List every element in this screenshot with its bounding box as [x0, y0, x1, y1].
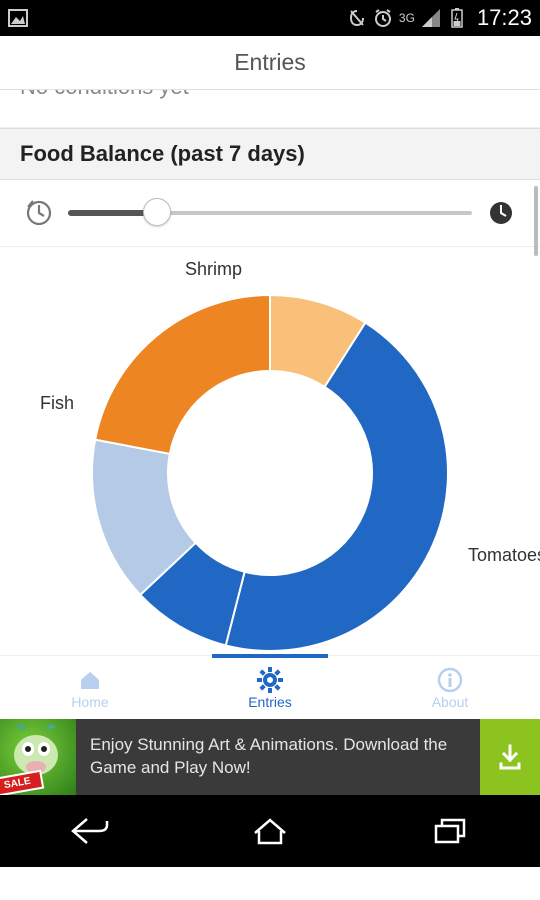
- food-balance-chart: Shrimp Fish Tomatoes: [0, 247, 540, 655]
- nav-label: About: [432, 694, 469, 710]
- battery-icon: [447, 8, 467, 28]
- clock-past-icon: [24, 198, 54, 228]
- scroll-indicator: [534, 186, 538, 256]
- conditions-empty-text: No conditions yet: [0, 90, 540, 128]
- picture-icon: [8, 8, 28, 28]
- gear-icon: [256, 666, 284, 694]
- android-recent-button[interactable]: [420, 811, 480, 851]
- nav-label: Entries: [248, 694, 292, 710]
- chart-label-tomatoes: Tomatoes: [468, 545, 540, 566]
- android-status-bar: 3G 17:23: [0, 0, 540, 36]
- android-home-button[interactable]: [240, 811, 300, 851]
- android-nav-bar: [0, 795, 540, 867]
- android-back-button[interactable]: [60, 811, 120, 851]
- chart-label-shrimp: Shrimp: [185, 259, 242, 280]
- network-label: 3G: [399, 12, 415, 24]
- alarm-icon: [373, 8, 393, 28]
- app-header: Entries: [0, 36, 540, 90]
- ad-text: Enjoy Stunning Art & Animations. Downloa…: [76, 734, 480, 780]
- section-food-balance-header: Food Balance (past 7 days): [0, 128, 540, 180]
- ad-banner[interactable]: SALE Enjoy Stunning Art & Animations. Do…: [0, 719, 540, 795]
- home-icon: [76, 666, 104, 694]
- clock-text: 17:23: [477, 5, 532, 31]
- page-title: Entries: [234, 49, 306, 76]
- ad-download-button[interactable]: [480, 719, 540, 795]
- vibrate-icon: [347, 8, 367, 28]
- clock-recent-icon: [486, 198, 516, 228]
- nav-home[interactable]: Home: [0, 656, 180, 719]
- nav-label: Home: [71, 694, 108, 710]
- bottom-nav: Home Entries About: [0, 655, 540, 719]
- time-range-slider[interactable]: [68, 210, 472, 216]
- signal-icon: [421, 8, 441, 28]
- info-icon: [436, 666, 464, 694]
- ad-image: SALE: [0, 719, 76, 795]
- chart-label-fish: Fish: [40, 393, 74, 414]
- time-range-slider-row: [0, 180, 540, 247]
- nav-entries[interactable]: Entries: [180, 656, 360, 719]
- nav-about[interactable]: About: [360, 656, 540, 719]
